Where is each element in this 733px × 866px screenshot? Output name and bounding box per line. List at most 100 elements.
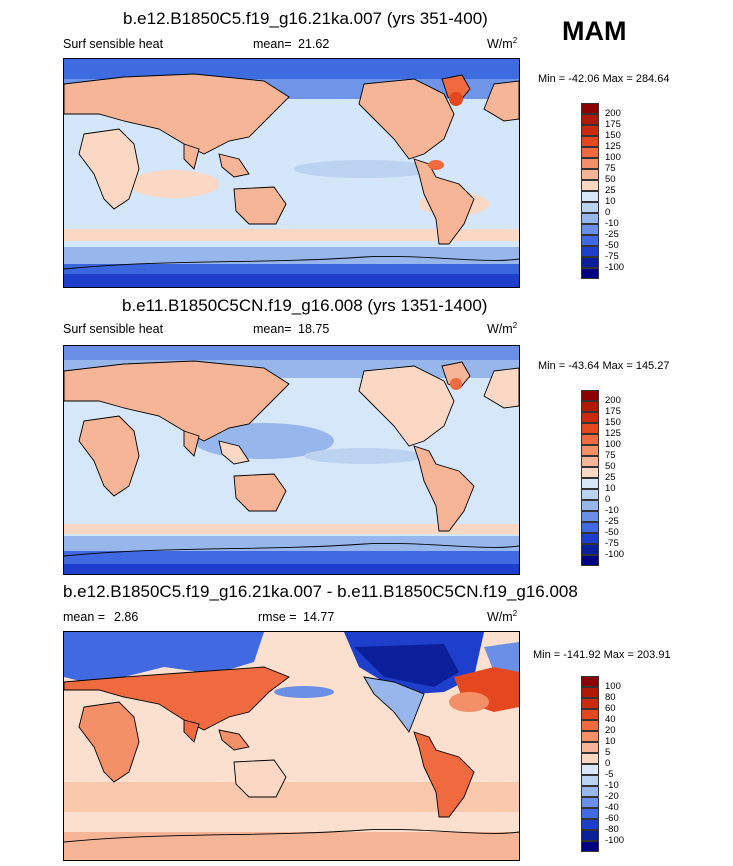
colorbar-swatch <box>581 753 599 764</box>
colorbar-swatch <box>581 180 599 191</box>
colorbar-swatch <box>581 235 599 246</box>
panel-2-units: W/m2 <box>487 321 518 337</box>
colorbar-tick-label: -80 <box>605 824 619 835</box>
colorbar-tick-label: 0 <box>605 758 611 769</box>
colorbar-swatch <box>581 169 599 180</box>
colorbar-swatch <box>581 191 599 202</box>
panel-2-colorbar: 200 175 150 125 100 75 50 25 10 0 -10 -25 -50 -75 -100 <box>581 390 624 566</box>
colorbar-swatch <box>581 698 599 709</box>
colorbar-tick-label: 175 <box>605 119 621 130</box>
colorbar-tick-label: -20 <box>605 791 619 802</box>
colorbar-swatch <box>581 489 599 500</box>
colorbar-tick-label: 100 <box>605 439 621 450</box>
colorbar-tick-label: 125 <box>605 141 621 152</box>
colorbar-swatch <box>581 731 599 742</box>
colorbar-swatch <box>581 423 599 434</box>
colorbar-tick-label: -50 <box>605 240 619 251</box>
panel-1-minmax: Min = -42.06 Max = 284.64 <box>538 73 670 85</box>
panel-3-title: b.e12.B1850C5.f19_g16.21ka.007 - b.e11.B… <box>63 582 578 601</box>
colorbar-swatch <box>581 522 599 533</box>
colorbar-swatch <box>581 224 599 235</box>
colorbar-tick-label: -60 <box>605 813 619 824</box>
colorbar-tick-label: -10 <box>605 505 619 516</box>
colorbar-tick-label: -100 <box>605 262 625 273</box>
colorbar-tick-label: 5 <box>605 747 611 758</box>
colorbar-tick-label: -25 <box>605 516 619 527</box>
colorbar-tick-label: 20 <box>605 725 616 736</box>
colorbar-swatch <box>581 434 599 445</box>
colorbar-swatch <box>581 125 599 136</box>
colorbar-swatch <box>581 709 599 720</box>
colorbar-swatch <box>581 830 599 841</box>
panel-3-rmse-label: rmse = <box>258 610 297 624</box>
colorbar-swatch <box>581 533 599 544</box>
colorbar-swatch <box>581 841 599 852</box>
colorbar-tick-label: 10 <box>605 736 616 747</box>
colorbar-tick-label: 200 <box>605 108 621 119</box>
colorbar-tick-label: 200 <box>605 395 621 406</box>
colorbar-swatch <box>581 412 599 423</box>
panel-3-map <box>63 631 520 861</box>
panel-2-map-svg <box>64 346 519 574</box>
colorbar-swatch <box>581 764 599 775</box>
colorbar-swatch <box>581 775 599 786</box>
colorbar-tick-label: -50 <box>605 527 619 538</box>
panel-3-colorbar: 100 80 60 40 20 10 5 0 -5 -10 -20 -40 -60 -80 -100 <box>581 676 624 852</box>
colorbar-tick-label: -75 <box>605 538 619 549</box>
colorbar-tick-label: 10 <box>605 483 616 494</box>
colorbar-swatch <box>581 467 599 478</box>
colorbar-swatch <box>581 213 599 224</box>
colorbar-tick-label: 80 <box>605 692 616 703</box>
colorbar-tick-label: 125 <box>605 428 621 439</box>
colorbar-swatch <box>581 478 599 489</box>
colorbar-tick-label: 100 <box>605 152 621 163</box>
colorbar-tick-label: 75 <box>605 450 616 461</box>
colorbar-swatch <box>581 202 599 213</box>
colorbar-swatch <box>581 511 599 522</box>
panel-1-variable-label: Surf sensible heat <box>63 37 164 51</box>
colorbar-swatch <box>581 268 599 279</box>
panel-2-mean-label: mean= <box>253 322 292 336</box>
colorbar-swatch <box>581 500 599 511</box>
panel-1-title: b.e12.B1850C5.f19_g16.21ka.007 (yrs 351-… <box>123 9 488 28</box>
colorbar-tick-label: -75 <box>605 251 619 262</box>
colorbar-tick-label: 50 <box>605 461 616 472</box>
colorbar-tick-label: -10 <box>605 218 619 229</box>
colorbar-tick-label: 40 <box>605 714 616 725</box>
colorbar-swatch <box>581 808 599 819</box>
colorbar-swatch <box>581 147 599 158</box>
colorbar-swatch <box>581 401 599 412</box>
colorbar-tick-label: 0 <box>605 494 611 505</box>
panel-3-units: W/m2 <box>487 609 518 625</box>
colorbar-swatch <box>581 544 599 555</box>
colorbar-tick-label: -40 <box>605 802 619 813</box>
colorbar-swatch <box>581 720 599 731</box>
panel-2-mean-value: 18.75 <box>298 322 330 336</box>
colorbar-tick-label: 75 <box>605 163 616 174</box>
panel-2-variable-label: Surf sensible heat <box>63 322 164 336</box>
colorbar-tick-label: 60 <box>605 703 616 714</box>
colorbar-tick-label: 150 <box>605 417 621 428</box>
colorbar-tick-label: -10 <box>605 780 619 791</box>
colorbar-swatch <box>581 136 599 147</box>
colorbar-swatch <box>581 555 599 566</box>
colorbar-swatch <box>581 786 599 797</box>
panel-3-mean-value: 2.86 <box>114 610 139 624</box>
panel-1-units: W/m2 <box>487 36 518 52</box>
panel-2-minmax: Min = -43.64 Max = 145.27 <box>538 360 670 372</box>
panel-2-map <box>63 345 520 575</box>
colorbar-tick-label: 50 <box>605 174 616 185</box>
colorbar-tick-label: 10 <box>605 196 616 207</box>
colorbar-tick-label: 175 <box>605 406 621 417</box>
panel-3-rmse-value: 14.77 <box>303 610 335 624</box>
panel-3-mean-label: mean = <box>63 610 106 624</box>
colorbar-tick-label: 25 <box>605 472 616 483</box>
colorbar-tick-label: -5 <box>605 769 614 780</box>
colorbar-swatch <box>581 676 599 687</box>
colorbar-swatch <box>581 246 599 257</box>
colorbar-swatch <box>581 742 599 753</box>
colorbar-tick-label: -25 <box>605 229 619 240</box>
colorbar-tick-label: 150 <box>605 130 621 141</box>
colorbar-tick-label: 25 <box>605 185 616 196</box>
colorbar-swatch <box>581 158 599 169</box>
